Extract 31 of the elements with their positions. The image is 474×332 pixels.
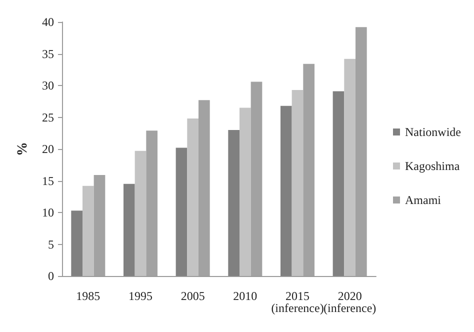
- bar: [239, 108, 251, 276]
- y-tick-label: 0: [48, 269, 54, 283]
- bar: [187, 118, 199, 276]
- legend-label: Amami: [405, 193, 442, 207]
- bar: [228, 130, 240, 276]
- bar: [292, 90, 304, 276]
- x-tick-label: 2020 (inference): [324, 289, 376, 315]
- x-tick-label: 1985: [76, 289, 100, 303]
- y-tick-label: 20: [42, 142, 54, 156]
- y-tick-label: 25: [42, 110, 54, 124]
- bar: [332, 91, 344, 276]
- bar: [344, 58, 356, 276]
- x-tick-label: 1995: [128, 289, 152, 303]
- bar: [123, 184, 135, 276]
- bar: [176, 148, 188, 276]
- bar: [71, 210, 82, 276]
- legend-label: Kagoshima: [405, 159, 460, 173]
- bar: [134, 150, 146, 276]
- y-tick-label: 35: [42, 46, 54, 61]
- y-tick-label: 40: [42, 15, 54, 29]
- y-tick-label: 10: [42, 206, 54, 220]
- bar: [280, 106, 292, 276]
- y-tick-label: 30: [42, 78, 54, 92]
- x-tick-label: 2010: [233, 289, 258, 303]
- y-axis-title: %: [16, 142, 30, 156]
- legend-label: Nationwide: [405, 125, 462, 139]
- x-tick-label: 2015 (inference): [271, 289, 324, 315]
- bar: [82, 186, 94, 276]
- y-tick-label: 5: [48, 237, 54, 252]
- y-tick-label: 15: [42, 174, 54, 188]
- x-tick-label: 2005: [180, 289, 205, 303]
